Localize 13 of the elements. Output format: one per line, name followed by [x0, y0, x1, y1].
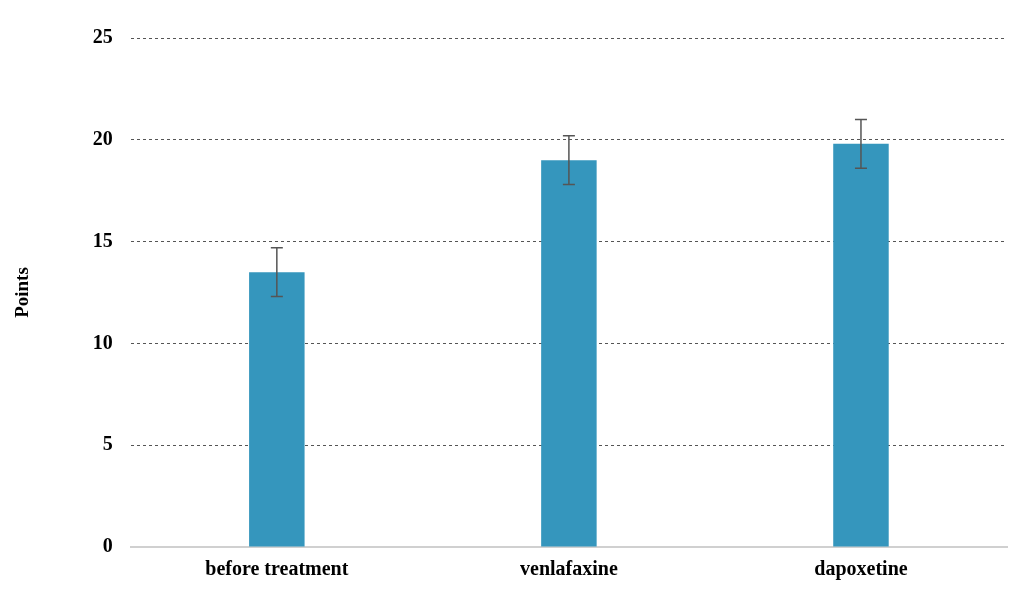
- bar: [833, 143, 889, 547]
- x-tick-label: dapoxetine: [814, 557, 908, 581]
- y-tick-label: 15: [92, 228, 113, 251]
- bar: [249, 272, 305, 547]
- y-tick-label: 10: [92, 330, 113, 353]
- y-tick-label: 0: [102, 534, 113, 557]
- y-tick-label: 5: [102, 432, 113, 455]
- y-tick-label: 20: [92, 126, 113, 149]
- y-axis-title: Points: [11, 267, 33, 318]
- bar: [541, 160, 597, 547]
- x-tick-label: before treatment: [205, 557, 349, 580]
- y-tick-label: 25: [92, 25, 113, 48]
- x-tick-label: venlafaxine: [520, 557, 618, 580]
